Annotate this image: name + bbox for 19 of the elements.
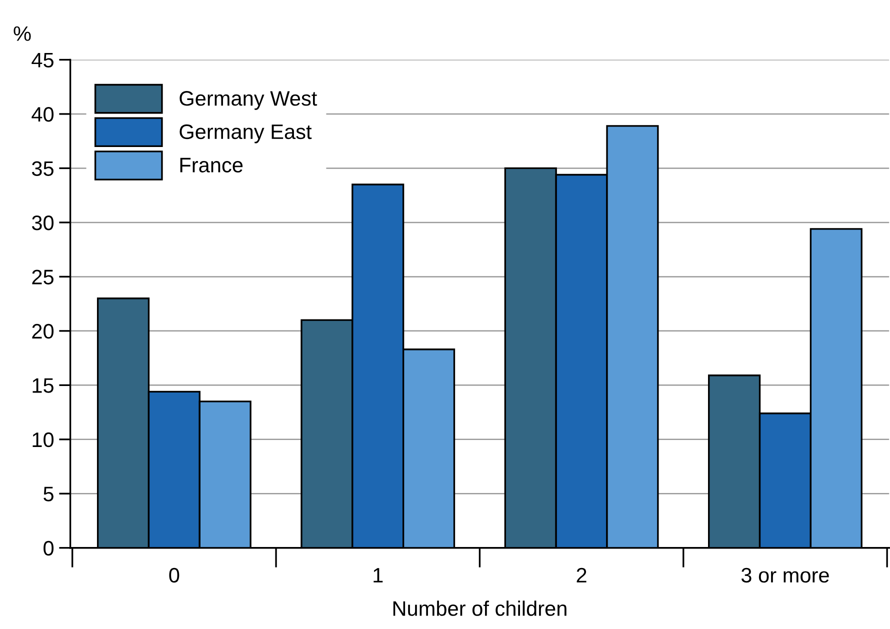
x-tick-label: 2 xyxy=(576,568,586,582)
y-axis-title: % xyxy=(14,26,31,41)
y-tick-label: 20 xyxy=(32,324,54,339)
x-tick-label: 3 or more xyxy=(741,568,829,583)
y-tick-label: 5 xyxy=(44,486,54,502)
y-tick-label: 35 xyxy=(32,161,54,176)
x-tick-label: 1 xyxy=(374,568,383,582)
x-axis-title: Number of children xyxy=(393,600,566,616)
y-tick-label: 40 xyxy=(32,106,54,122)
legend-label: Germany East xyxy=(180,124,312,144)
legend-label: France xyxy=(180,158,243,172)
y-tick-label: 15 xyxy=(32,378,54,393)
y-tick-label: 0 xyxy=(44,540,54,556)
x-tick-label: 0 xyxy=(169,568,180,583)
y-tick-label: 25 xyxy=(32,270,54,284)
y-tick-label: 30 xyxy=(32,215,54,230)
y-tick-label: 45 xyxy=(32,52,54,68)
y-tick-label: 10 xyxy=(32,432,54,448)
legend-label: Germany West xyxy=(180,91,318,110)
